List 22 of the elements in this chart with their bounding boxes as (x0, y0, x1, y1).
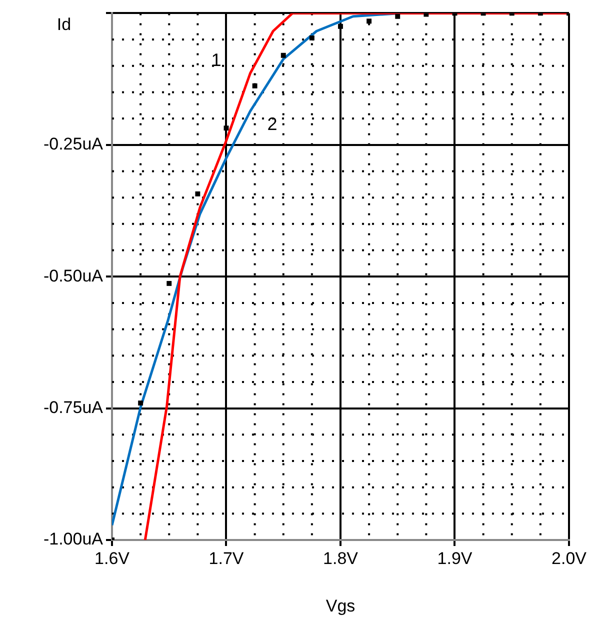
point (252, 83, 258, 88)
point (166, 280, 172, 286)
x-tick-label: 1.7V (208, 548, 244, 568)
point (224, 126, 229, 131)
y-tick-label: -0.50uA (43, 266, 104, 286)
point (195, 191, 200, 196)
x-tick-label: 1.9V (437, 548, 473, 568)
point (309, 35, 314, 40)
y-tick-label: -0.75uA (43, 398, 104, 417)
series-label: 1 (211, 50, 222, 70)
point (366, 18, 372, 24)
point (138, 400, 144, 406)
y-axis-title: Id (56, 14, 72, 34)
x-tick-label: 1.6V (94, 548, 130, 568)
x-tick-label: 1.8V (323, 548, 359, 568)
x-axis-title: Vgs (326, 596, 356, 616)
point (338, 24, 343, 29)
y-tick-label: -0.25uA (43, 134, 104, 154)
point (395, 14, 400, 19)
x-tick-label: 2.0V (552, 548, 588, 568)
y-tick-label: -1.00uA (43, 530, 104, 549)
point (280, 52, 286, 58)
